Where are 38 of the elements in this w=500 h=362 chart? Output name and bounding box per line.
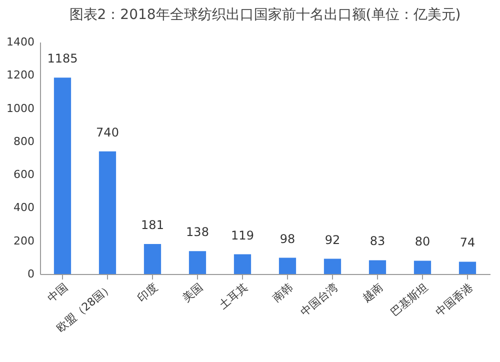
y-tick-label: 400 <box>14 201 34 214</box>
bar <box>98 151 116 274</box>
bar <box>368 260 386 274</box>
chart-title: 图表2：2018年全球纺织出口国家前十名出口额(单位：亿美元) <box>69 7 461 23</box>
data-label: 83 <box>370 234 386 248</box>
y-tick-label: 0 <box>28 268 34 280</box>
data-label: 74 <box>460 236 476 250</box>
y-tick-label: 1000 <box>6 102 34 115</box>
data-label: 1185 <box>47 52 78 66</box>
bar <box>324 258 342 274</box>
x-tick-label: 美国 <box>180 280 206 305</box>
data-label: 740 <box>96 125 119 140</box>
x-tick-label: 中国台湾 <box>298 280 340 319</box>
data-label: 181 <box>141 218 164 232</box>
bar <box>234 254 252 274</box>
bar <box>54 78 72 274</box>
x-tick-label: 越南 <box>360 280 386 305</box>
x-tick-label: 中国香港 <box>433 280 476 319</box>
bar <box>414 260 432 274</box>
data-label: 80 <box>414 234 430 249</box>
bar <box>278 258 296 274</box>
y-tick-label: 1200 <box>6 68 34 82</box>
bar <box>144 244 162 274</box>
data-label: 98 <box>280 232 296 246</box>
x-tick-label: 印度 <box>135 280 160 305</box>
y-tick-label: 1400 <box>6 36 34 48</box>
x-tick-label: 土耳其 <box>216 280 250 312</box>
x-tick-label: 巴基斯坦 <box>388 280 430 319</box>
data-label: 119 <box>231 228 254 242</box>
bar <box>458 262 476 274</box>
y-tick-label: 600 <box>14 168 34 182</box>
data-label: 138 <box>186 225 209 240</box>
data-label: 92 <box>324 232 340 247</box>
y-tick-label: 800 <box>14 134 34 148</box>
x-tick-label: 南韩 <box>270 280 296 305</box>
bar <box>188 251 206 274</box>
x-tick-label: 中国 <box>45 280 70 305</box>
y-tick-label: 200 <box>14 234 34 248</box>
